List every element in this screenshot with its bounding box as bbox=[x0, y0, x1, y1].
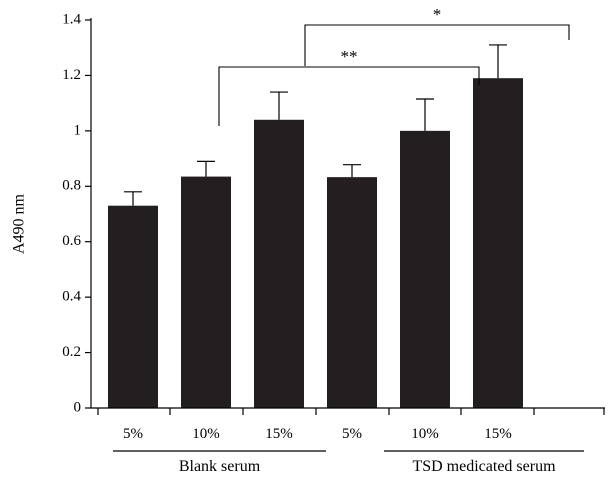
bars-layer bbox=[108, 78, 523, 409]
bar bbox=[327, 177, 377, 408]
bar bbox=[473, 78, 523, 408]
significance-label: * bbox=[433, 5, 442, 24]
x-axis: 5% 10% 15% 5% 10% 15% bbox=[91, 407, 605, 442]
y-tick-label: 0.2 bbox=[62, 344, 81, 360]
group-labels-layer: Blank serum TSD medicated serum bbox=[113, 450, 584, 475]
x-tick-label: 5% bbox=[123, 426, 143, 442]
group-label: TSD medicated serum bbox=[412, 458, 556, 475]
group-label: Blank serum bbox=[179, 458, 261, 475]
significance-layer: *** bbox=[218, 5, 570, 126]
bar bbox=[181, 176, 231, 408]
y-axis: 0 0.2 0.4 0.6 0.8 1 1.2 1.4 bbox=[62, 11, 92, 415]
x-tick-label: 10% bbox=[411, 426, 439, 442]
x-tick-label: 5% bbox=[342, 426, 362, 442]
bar bbox=[108, 205, 158, 408]
bar bbox=[400, 130, 450, 408]
y-axis-label: A490 nm bbox=[11, 193, 28, 254]
y-tick-label: 1.2 bbox=[62, 67, 81, 83]
y-tick-label: 0.4 bbox=[62, 289, 81, 305]
significance-bracket bbox=[304, 24, 570, 66]
bar bbox=[254, 119, 304, 409]
error-bars-layer bbox=[124, 44, 507, 206]
x-tick-label: 10% bbox=[192, 426, 220, 442]
x-tick-label: 15% bbox=[484, 426, 512, 442]
x-tick-label: 15% bbox=[265, 426, 293, 442]
significance-label: ** bbox=[341, 47, 358, 66]
y-tick-label: 0.6 bbox=[62, 233, 81, 249]
significance-bracket bbox=[218, 66, 480, 126]
y-tick-label: 0.8 bbox=[62, 178, 81, 194]
y-tick-label: 1 bbox=[74, 122, 82, 138]
y-tick-label: 0 bbox=[74, 399, 82, 415]
y-tick-label: 1.4 bbox=[62, 11, 81, 27]
